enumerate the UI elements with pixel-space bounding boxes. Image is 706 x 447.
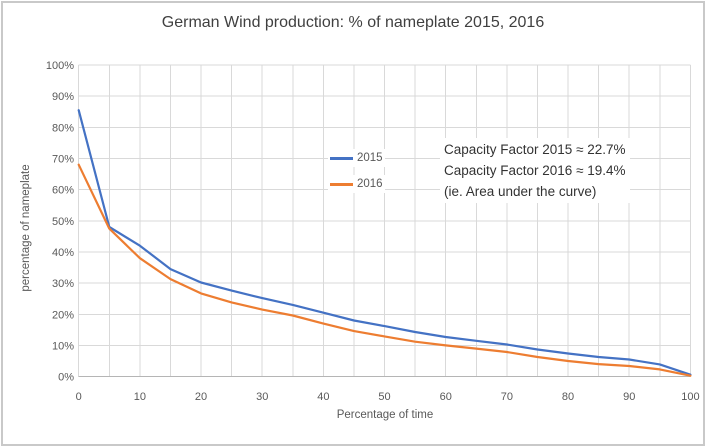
y-tick-label: 40%	[52, 247, 74, 259]
x-tick-label: 20	[195, 391, 207, 403]
y-tick-label: 100%	[46, 60, 74, 72]
x-tick-label: 30	[256, 391, 268, 403]
legend-entry-2016: 2016	[328, 175, 385, 193]
legend-label: 2015	[357, 152, 383, 164]
series-line-2015	[77, 109, 692, 376]
series-line-2016	[77, 163, 692, 377]
y-tick-label: 80%	[52, 122, 74, 134]
x-tick-label: 10	[134, 391, 146, 403]
y-tick-label: 60%	[52, 185, 74, 197]
y-tick-label: 0%	[58, 372, 74, 384]
annotation-line-2: Capacity Factor 2016 ≈ 19.4%	[444, 163, 626, 178]
annotation-capacity-factor: Capacity Factor 2015 ≈ 22.7% Capacity Fa…	[440, 138, 630, 203]
x-axis-title: Percentage of time	[336, 409, 434, 421]
x-tick-label: 70	[501, 391, 513, 403]
y-tick-label: 70%	[52, 153, 74, 165]
y-tick-label: 20%	[52, 309, 74, 321]
x-tick-label: 80	[562, 391, 574, 403]
y-tick-label: 50%	[52, 216, 74, 228]
y-tick-label: 30%	[52, 278, 74, 290]
x-tick-label: 90	[623, 391, 635, 403]
legend-entry-2015: 2015	[328, 149, 385, 167]
y-axis-title: percentage of nameplate	[20, 164, 32, 292]
x-tick-label: 60	[440, 391, 452, 403]
legend-line-swatch-2015	[330, 156, 353, 160]
annotation-line-1: Capacity Factor 2015 ≈ 22.7%	[444, 142, 626, 157]
gridlines	[78, 64, 691, 378]
x-tick-label: 40	[317, 391, 329, 403]
x-tick-label: 100	[681, 391, 699, 403]
y-tick-label: 90%	[52, 91, 74, 103]
legend-label: 2016	[357, 178, 383, 190]
x-tick-label: 50	[378, 391, 390, 403]
y-tick-label: 10%	[52, 340, 74, 352]
legend-line-swatch-2016	[330, 182, 353, 186]
annotation-line-3: (ie. Area under the curve)	[444, 184, 597, 199]
chart-title: German Wind production: % of nameplate 2…	[161, 14, 545, 31]
x-tick-label: 0	[76, 391, 82, 403]
legend: 2015 2016	[328, 149, 385, 201]
